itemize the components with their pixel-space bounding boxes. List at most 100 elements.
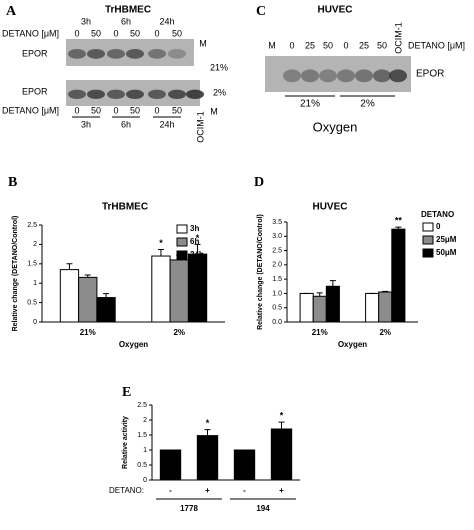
y-tick-label: 2.0 xyxy=(272,262,282,269)
label: OCIM-1 xyxy=(195,111,205,143)
legend-swatch xyxy=(176,224,188,234)
x-tick-label: 21% xyxy=(80,328,96,337)
blot-band xyxy=(283,69,301,83)
label: 50 xyxy=(130,105,140,115)
label: 50 xyxy=(377,40,387,50)
label: 24h xyxy=(159,119,174,129)
error-bar xyxy=(382,290,389,292)
label: 0 xyxy=(113,28,118,38)
x-axis-title: Oxygen xyxy=(119,340,148,349)
panel-label: E xyxy=(122,385,131,400)
legend-title: DETANO xyxy=(421,210,454,219)
bar xyxy=(365,292,380,323)
label: 3h xyxy=(81,16,91,26)
blot-band xyxy=(168,48,186,59)
bar xyxy=(78,276,98,323)
bar xyxy=(59,269,80,323)
bar xyxy=(233,449,256,481)
label: 0 xyxy=(289,40,294,50)
label: DETANO [μM] xyxy=(2,28,59,38)
panel-title: TrHBMEC xyxy=(105,5,151,16)
label: 3h xyxy=(81,119,91,129)
significance: * xyxy=(206,418,210,428)
bar xyxy=(325,285,340,323)
blot-band xyxy=(148,48,166,59)
panel-label: B xyxy=(8,175,17,190)
blot-band xyxy=(107,48,125,59)
y-tick-label: 2 xyxy=(33,241,37,248)
chart-title: HUVEC xyxy=(312,202,347,213)
blot-band xyxy=(337,69,355,83)
blot-band xyxy=(87,89,105,99)
label: 21% xyxy=(210,62,228,72)
legend-label: 25μM xyxy=(436,235,457,244)
y-tick-label: 2.5 xyxy=(27,222,37,229)
y-tick-label: 1.5 xyxy=(137,432,147,439)
x-axis-title: Oxygen xyxy=(338,340,367,349)
error-bar xyxy=(316,292,323,297)
label: 6h xyxy=(121,119,131,129)
bar xyxy=(270,428,293,481)
y-tick-label: 1 xyxy=(143,447,147,454)
blot-band xyxy=(107,89,125,99)
label: M xyxy=(210,106,218,116)
error-bar xyxy=(103,293,110,298)
label: 0 xyxy=(154,28,159,38)
label: DETANO [μM] xyxy=(2,105,59,115)
label: 2% xyxy=(213,87,226,97)
bar xyxy=(312,295,327,323)
y-tick-label: 3.5 xyxy=(272,219,282,226)
x-tick-label: - xyxy=(169,486,172,495)
y-tick-label: 0 xyxy=(143,477,147,484)
error-bar xyxy=(194,243,201,255)
blot-band xyxy=(186,89,204,99)
blot-band xyxy=(373,69,391,83)
blot-band xyxy=(168,89,186,99)
significance: * xyxy=(196,233,200,243)
y-axis-title: Relative change (DETANO/Control) xyxy=(12,216,19,332)
blot-band xyxy=(301,69,319,83)
y-tick-label: 2.5 xyxy=(137,402,147,409)
error-bar xyxy=(278,421,285,429)
label: 50 xyxy=(172,28,182,38)
y-tick-label: 2.5 xyxy=(272,247,282,254)
y-tick-label: 1.5 xyxy=(27,261,37,268)
y-tick-label: 0.5 xyxy=(27,299,37,306)
panel-label: D xyxy=(254,175,264,190)
legend-label: 0 xyxy=(436,222,441,231)
label: 0 xyxy=(74,105,79,115)
x-tick-label: 21% xyxy=(312,328,328,337)
bar xyxy=(187,253,208,323)
error-bar xyxy=(66,263,73,270)
y-tick-label: 0.0 xyxy=(272,319,282,326)
error-bar xyxy=(395,226,402,230)
significance: * xyxy=(159,238,163,248)
x-tick-label: 2% xyxy=(379,328,391,337)
label: EPOR xyxy=(22,48,48,58)
legend-label: 50μM xyxy=(436,248,457,257)
label: EPOR xyxy=(416,69,444,80)
legend-label: 3h xyxy=(190,224,199,233)
legend-swatch xyxy=(422,222,434,232)
bar xyxy=(196,435,219,481)
label: 0 xyxy=(74,28,79,38)
legend-swatch xyxy=(422,248,434,258)
y-tick-label: 1.0 xyxy=(272,290,282,297)
y-tick-label: 0 xyxy=(33,319,37,326)
label: 50 xyxy=(91,105,101,115)
label: DETANO [μM] xyxy=(408,40,465,50)
label: 0 xyxy=(343,40,348,50)
label: Oxygen xyxy=(313,119,358,134)
label: OCIM-1 xyxy=(393,22,403,54)
blot-band xyxy=(126,48,144,59)
panel-label: C xyxy=(256,4,266,19)
blot-band xyxy=(87,48,105,59)
significance: * xyxy=(280,410,284,420)
label: 21% xyxy=(300,99,320,110)
label: 50 xyxy=(91,28,101,38)
blot-band xyxy=(68,89,86,99)
bar xyxy=(391,228,406,323)
y-tick-label: 3.0 xyxy=(272,233,282,240)
blot-band xyxy=(355,69,373,83)
